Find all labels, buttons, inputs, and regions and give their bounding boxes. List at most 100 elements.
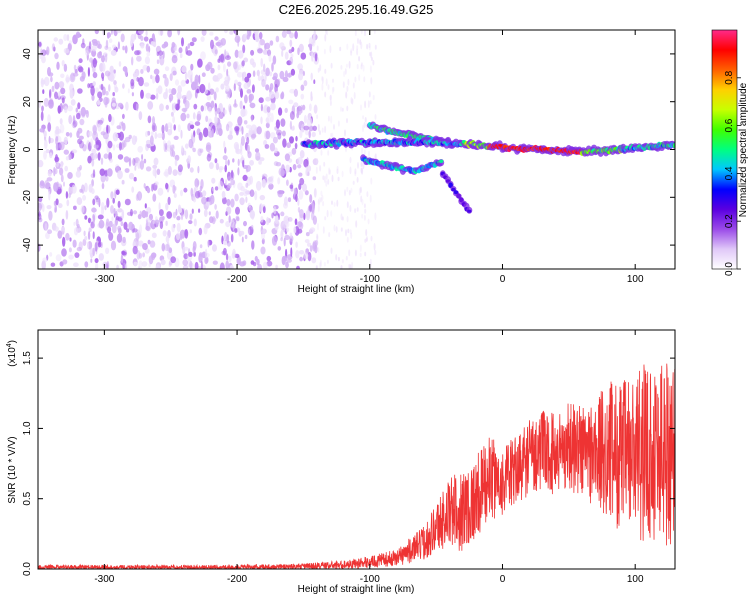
heat-cell bbox=[290, 247, 293, 257]
heat-cell bbox=[172, 51, 178, 59]
heat-cell bbox=[65, 232, 70, 241]
heat-cell bbox=[142, 252, 146, 258]
heat-cell bbox=[283, 255, 288, 261]
heat-cell bbox=[55, 198, 59, 206]
heat-cell bbox=[205, 201, 211, 207]
heat-cell bbox=[112, 197, 115, 204]
x-tick-label: -200 bbox=[227, 574, 247, 585]
heat-cell bbox=[173, 193, 177, 198]
heat-cell bbox=[232, 158, 235, 163]
heat-cell bbox=[260, 246, 266, 255]
heat-cell bbox=[124, 136, 131, 143]
heat-cell bbox=[299, 177, 305, 186]
heat-cell bbox=[184, 100, 190, 110]
heat-cell bbox=[222, 239, 228, 246]
heat-cell bbox=[143, 36, 149, 42]
heat-cell bbox=[154, 131, 158, 140]
heat-cell bbox=[274, 222, 279, 231]
heat-cell bbox=[94, 30, 99, 35]
heat-cell bbox=[64, 106, 68, 114]
heat-cell bbox=[243, 120, 248, 125]
heat-cell bbox=[88, 41, 92, 50]
heat-cell bbox=[230, 179, 235, 186]
heat-cell bbox=[80, 42, 86, 49]
heat-cell bbox=[136, 250, 141, 260]
heat-cell bbox=[73, 227, 79, 236]
heat-cell bbox=[64, 165, 68, 172]
heat-cell bbox=[80, 205, 85, 214]
heat-cell bbox=[117, 200, 121, 208]
heat-cell bbox=[87, 67, 90, 77]
heat-cell bbox=[349, 264, 352, 269]
heat-cell bbox=[91, 39, 98, 44]
heat-cell bbox=[151, 232, 157, 239]
heat-cell bbox=[210, 100, 215, 109]
heat-cell bbox=[48, 99, 54, 109]
heat-cell bbox=[368, 45, 371, 51]
heat-cell bbox=[176, 91, 182, 100]
heat-cell bbox=[259, 203, 264, 213]
heat-cell bbox=[211, 177, 216, 184]
heat-cell bbox=[298, 183, 302, 191]
heat-cell bbox=[222, 247, 227, 256]
heat-cell bbox=[134, 33, 137, 40]
heat-cell bbox=[374, 114, 377, 120]
heat-cell bbox=[39, 128, 45, 133]
heat-cell bbox=[176, 232, 181, 241]
heat-cell bbox=[58, 91, 61, 98]
heat-cell bbox=[82, 144, 87, 152]
heat-cell bbox=[139, 210, 142, 218]
heat-cell bbox=[256, 126, 262, 135]
heat-cell bbox=[191, 37, 197, 43]
heat-cell bbox=[337, 176, 340, 182]
heat-cell bbox=[165, 202, 169, 211]
y-tick-label: 20 bbox=[22, 96, 33, 108]
heat-cell bbox=[117, 41, 120, 50]
heat-cell bbox=[326, 30, 329, 36]
heat-cell bbox=[281, 91, 285, 100]
heat-cell bbox=[206, 61, 213, 70]
heat-cell bbox=[250, 114, 254, 122]
heat-cell bbox=[355, 220, 358, 228]
heat-cell bbox=[319, 259, 322, 267]
heat-cell bbox=[159, 103, 164, 112]
heat-cell bbox=[128, 221, 134, 231]
heat-cell bbox=[55, 142, 59, 151]
heat-cell bbox=[269, 83, 274, 91]
heat-cell bbox=[115, 216, 120, 221]
heat-cell bbox=[96, 40, 101, 49]
heat-cell bbox=[242, 174, 248, 181]
heat-cell bbox=[374, 250, 377, 256]
heat-cell bbox=[179, 53, 183, 59]
y-tick-label: 0.0 bbox=[22, 562, 33, 576]
heat-cell bbox=[304, 190, 309, 196]
heat-cell bbox=[332, 86, 335, 92]
heat-cell bbox=[228, 215, 231, 223]
heat-cell bbox=[80, 106, 87, 117]
heat-cell bbox=[172, 70, 177, 76]
heat-cell bbox=[245, 164, 251, 172]
heat-cell bbox=[135, 103, 139, 112]
heat-cell bbox=[100, 202, 105, 211]
heat-cell bbox=[295, 135, 298, 142]
heat-cell bbox=[137, 145, 143, 153]
heat-cell bbox=[92, 231, 95, 240]
heat-cell bbox=[201, 72, 206, 77]
heat-cell bbox=[312, 34, 316, 44]
heat-cell bbox=[123, 156, 130, 163]
heat-cell bbox=[190, 124, 195, 130]
heat-cell bbox=[141, 210, 147, 219]
heat-cell bbox=[42, 184, 47, 189]
heat-cell bbox=[84, 182, 88, 193]
heat-cell bbox=[288, 99, 294, 105]
snr-series-line bbox=[38, 363, 675, 569]
y-tick-label: -40 bbox=[22, 237, 33, 252]
heat-cell bbox=[60, 73, 65, 79]
heat-cell bbox=[281, 49, 284, 58]
heat-cell bbox=[189, 213, 193, 221]
heat-cell bbox=[75, 31, 81, 39]
heat-cell bbox=[317, 67, 320, 73]
heat-cell bbox=[274, 83, 278, 94]
heat-cell bbox=[193, 251, 196, 257]
heat-cell bbox=[320, 197, 322, 203]
